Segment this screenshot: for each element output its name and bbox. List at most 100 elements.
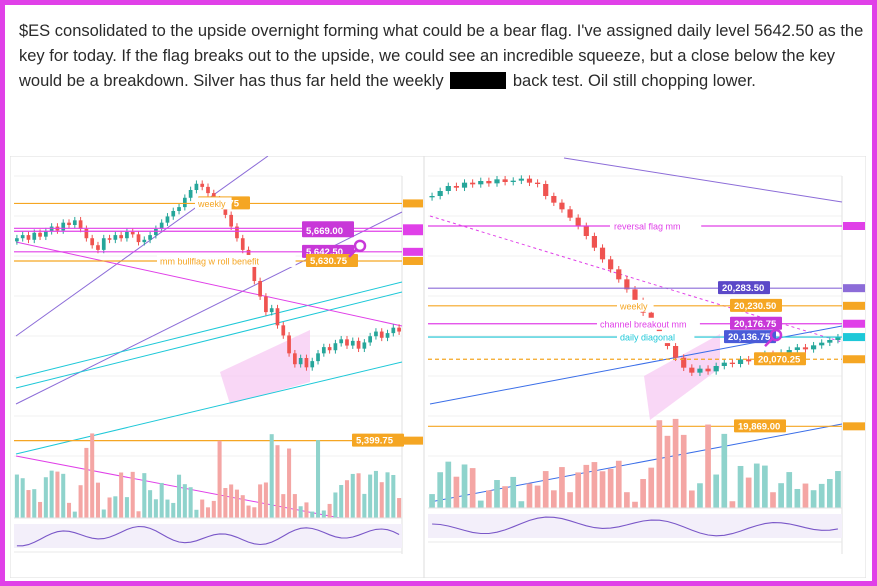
candle-body [223, 205, 228, 215]
volume-bar [298, 506, 303, 518]
candle-body [445, 186, 451, 191]
candle-body [737, 359, 744, 364]
volume-bar [136, 511, 141, 518]
volume-bar [344, 480, 350, 518]
volume-bar [43, 477, 48, 518]
bear-flag-zone [644, 334, 720, 420]
candle-body [298, 358, 303, 365]
level-label: 19,869.00 [738, 421, 780, 432]
trendline [15, 281, 403, 379]
volume-bar [148, 490, 153, 518]
candle-body [159, 222, 164, 229]
candle-body [211, 193, 216, 200]
key-icon [769, 328, 783, 342]
volume-bar [78, 485, 83, 518]
candle-body [526, 178, 533, 183]
volume-bar [240, 495, 245, 518]
volume-bar [171, 502, 176, 518]
candle-body [339, 339, 344, 344]
chart-es-svg: 5,704.75weekly5,672.755,669.005,642.505,… [9, 155, 425, 579]
candle-body [534, 182, 541, 184]
volume-bar [72, 511, 77, 518]
key-icon-shaft [348, 248, 357, 258]
volume-bar [333, 492, 338, 518]
candle-body [575, 217, 581, 226]
candle-body [61, 222, 66, 231]
volume-bar [445, 461, 452, 508]
volume-bar [510, 476, 517, 508]
volume-bar [453, 476, 460, 508]
volume-bar [770, 492, 776, 508]
candle-body [461, 182, 468, 188]
candle-body [385, 333, 390, 338]
candle-body [835, 337, 841, 340]
candle-body [697, 368, 703, 373]
candle-body [206, 186, 210, 194]
volume-bar [810, 490, 817, 508]
volume-bar [599, 471, 606, 508]
volume-bar [802, 483, 809, 508]
price-scale-tag [403, 227, 423, 236]
candle-body [67, 222, 71, 225]
candle-body [275, 308, 280, 326]
chart-background [9, 155, 425, 579]
level-label: 5,642.50 [306, 247, 343, 258]
candle-body [113, 235, 118, 240]
volume-bar [275, 445, 280, 518]
candle-body [20, 235, 25, 239]
level-label-bg [352, 433, 404, 447]
candle-body [136, 234, 141, 243]
candle-body [304, 358, 309, 368]
candle-body [362, 342, 367, 349]
volume-bar [246, 505, 251, 518]
volume-bar [26, 490, 31, 518]
level-note-bg [617, 299, 654, 312]
level-label-bg [306, 253, 358, 267]
volume-bar [729, 501, 736, 508]
candle-body [350, 340, 355, 346]
volume-bar [84, 447, 89, 518]
candle-body [32, 232, 37, 240]
volume-bar [66, 502, 72, 518]
volume-bar [373, 470, 378, 518]
volume-bar [737, 465, 744, 508]
trendline [15, 155, 269, 337]
candle-body [154, 228, 158, 236]
volume-bar [368, 474, 373, 518]
volume-bar [252, 507, 257, 518]
candle-body [624, 279, 630, 290]
volume-bar [745, 477, 752, 508]
volume-bar [356, 473, 361, 518]
candle-body [786, 350, 792, 353]
level-note: weekly [619, 301, 648, 311]
candle-body [746, 359, 752, 362]
chart-nq-svg: reversal flag mm 20,283.50 20,230.50 weekly… [423, 155, 867, 579]
candle-body [705, 368, 711, 372]
candle-body [567, 209, 573, 218]
volume-bar [534, 485, 541, 508]
candle-body [72, 220, 77, 225]
level-note-bg [617, 331, 695, 344]
volume-bar [269, 434, 274, 518]
volume-bar [49, 470, 54, 518]
candle-body [591, 236, 598, 248]
candle-body [656, 324, 662, 336]
volume-bar [159, 482, 164, 518]
level-note: daily diagonal [620, 333, 675, 343]
volume-bar [350, 473, 355, 518]
price-scale-tag [843, 333, 865, 342]
volume-bar [591, 462, 598, 508]
oscillator-line [432, 516, 838, 537]
volume-bar [90, 433, 95, 518]
key-icon [353, 239, 367, 253]
volume-bar [182, 484, 187, 518]
volume-bar [38, 501, 43, 518]
candle-body [583, 226, 589, 236]
candle-body [281, 325, 286, 336]
volume-bar [95, 482, 100, 518]
candle-body [391, 327, 396, 334]
candle-body [379, 331, 384, 338]
candle-body [142, 239, 147, 243]
level-label: 20,070.25 [758, 354, 801, 365]
level-label-bg [718, 281, 770, 295]
